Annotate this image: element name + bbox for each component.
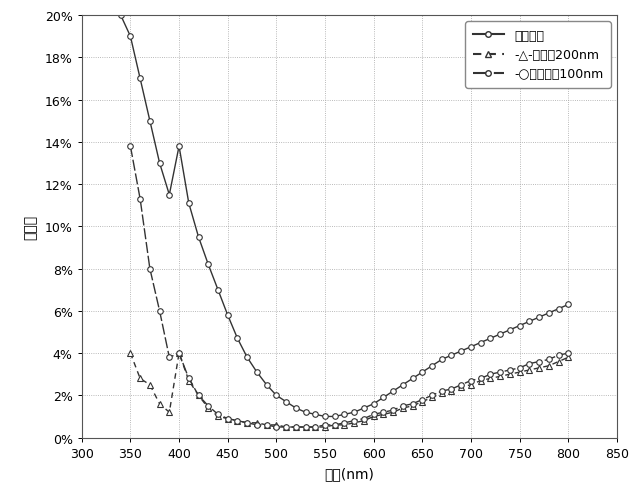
Y-axis label: 反射率: 反射率 (24, 214, 38, 239)
X-axis label: 波長(nm): 波長(nm) (324, 466, 374, 480)
Legend: 平面構造, -△-ピッチ200nm, -○・ピッチ100nm: 平面構造, -△-ピッチ200nm, -○・ピッチ100nm (465, 23, 611, 89)
